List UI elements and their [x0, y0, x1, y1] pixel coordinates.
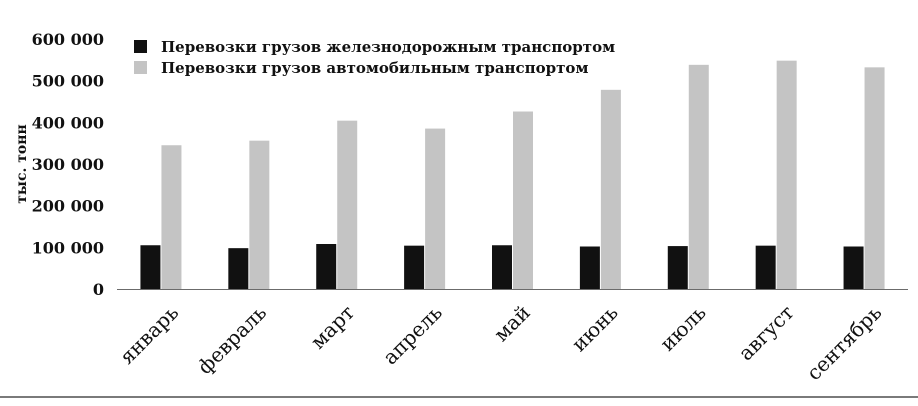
y-tick-label: 600 000 [32, 30, 104, 49]
bar-rail [404, 245, 425, 289]
y-tick-label: 500 000 [32, 72, 104, 91]
bar-road [776, 60, 797, 289]
bar-rail [755, 245, 776, 289]
x-axis-labels: январь февраль март апрель май июнь июль август… [115, 300, 887, 385]
bar-road [337, 120, 358, 290]
x-tick-label: июнь [567, 300, 623, 356]
bar-rail [228, 248, 249, 289]
bar-road [425, 128, 446, 289]
x-tick-label: июль [655, 300, 710, 355]
bar-rail [843, 246, 864, 289]
legend-label: Перевозки грузов железнодорожным транспо… [161, 38, 615, 56]
y-axis-title: тыс. тонн [14, 124, 30, 204]
legend-label: Перевозки грузов автомобильным транспорт… [161, 59, 588, 77]
x-tick-label: январь [115, 300, 184, 369]
x-tick-label: сентябрь [802, 300, 887, 385]
bottom-divider [0, 396, 918, 398]
bar-road [513, 111, 533, 289]
bar-road [249, 140, 270, 289]
bars [140, 60, 885, 290]
y-tick-label: 400 000 [32, 113, 104, 132]
y-tick-label: 0 [93, 280, 104, 299]
bar-rail [316, 244, 337, 289]
y-tick-label: 100 000 [32, 238, 104, 257]
y-tick-label: 200 000 [32, 197, 104, 216]
y-axis-ticks: 0 100 000 200 000 300 000 400 000 500 000 600 … [32, 30, 104, 299]
bar-rail [492, 245, 512, 289]
bar-road [600, 89, 621, 289]
bar-road [864, 67, 885, 289]
x-tick-label: март [306, 300, 359, 353]
bar-rail [579, 246, 600, 289]
x-tick-label: август [734, 300, 799, 365]
legend: Перевозки грузов железнодорожным транспо… [134, 38, 615, 77]
bar-road [688, 64, 709, 289]
legend-swatch [134, 61, 147, 74]
x-tick-label: май [489, 300, 535, 346]
y-tick-label: 300 000 [32, 155, 104, 174]
x-tick-label: апрель [378, 300, 447, 369]
legend-swatch [134, 40, 147, 53]
bar-rail [140, 245, 161, 289]
bar-road [161, 145, 182, 289]
x-tick-label: февраль [193, 300, 272, 379]
bar-rail [667, 246, 688, 289]
